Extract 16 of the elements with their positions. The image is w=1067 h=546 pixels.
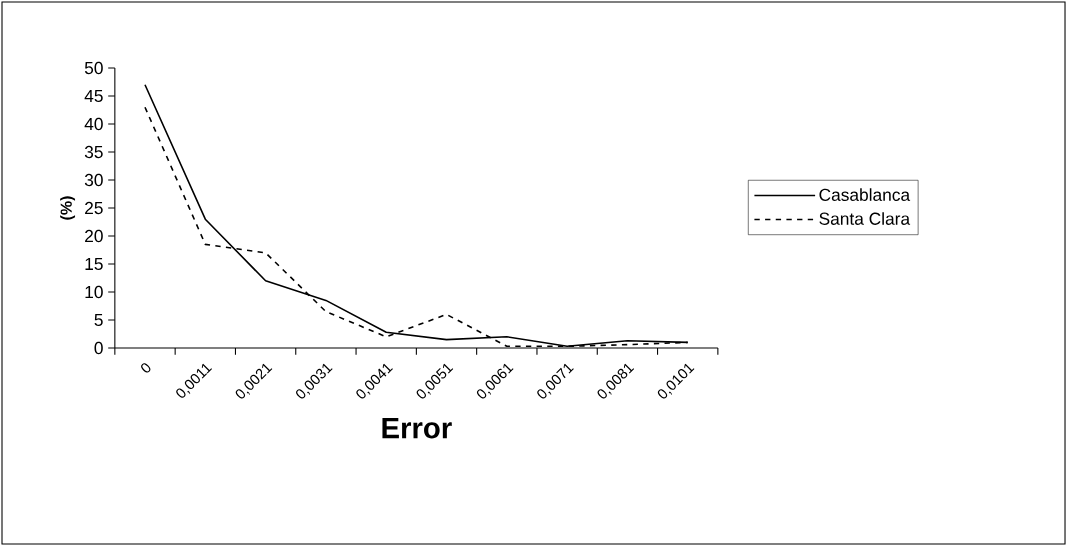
x-axis-title: Error xyxy=(382,417,452,439)
y-axis-title: (%) xyxy=(60,196,76,220)
y-tick-label: 35 xyxy=(84,145,103,159)
y-tick-label: 15 xyxy=(85,257,103,271)
y-tick-label: 5 xyxy=(94,313,103,327)
legend-label: Santa Clara xyxy=(819,212,911,225)
y-tick-label: 40 xyxy=(84,117,103,131)
y-tick-label: 50 xyxy=(84,61,103,75)
x-tick-label: 0 xyxy=(141,363,151,373)
y-tick-label: 25 xyxy=(85,201,103,215)
y-tick-label: 10 xyxy=(85,285,103,299)
y-tick-label: 45 xyxy=(84,89,103,103)
legend-label: Casablanca xyxy=(819,188,911,201)
y-tick-label: 20 xyxy=(85,229,103,243)
y-tick-label: 30 xyxy=(84,173,103,187)
y-tick-label: 0 xyxy=(94,341,103,355)
